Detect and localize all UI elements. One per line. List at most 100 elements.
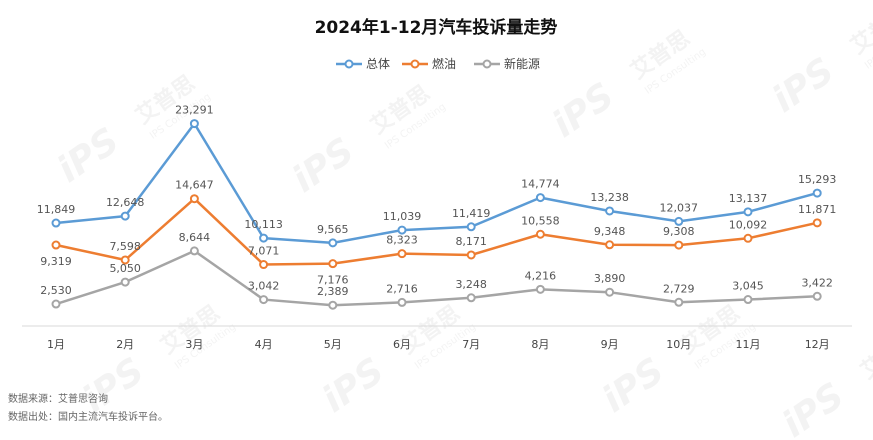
data-point[interactable] xyxy=(812,291,822,301)
watermark-logo: iPS xyxy=(765,50,841,121)
data-point[interactable] xyxy=(259,233,269,243)
data-label: 11,039 xyxy=(383,210,422,223)
data-label: 3,042 xyxy=(248,280,280,293)
data-label: 15,293 xyxy=(798,173,837,186)
data-point[interactable] xyxy=(466,222,476,232)
data-label: 10,113 xyxy=(244,218,283,231)
data-point[interactable] xyxy=(466,250,476,260)
data-point[interactable] xyxy=(466,293,476,303)
x-tick-label: 1月 xyxy=(47,338,65,351)
watermark-brand: 艾普思 xyxy=(846,0,873,59)
data-point[interactable] xyxy=(605,240,615,250)
data-point[interactable] xyxy=(328,259,338,269)
data-point[interactable] xyxy=(328,300,338,310)
data-point[interactable] xyxy=(397,297,407,307)
data-point[interactable] xyxy=(674,240,684,250)
data-point[interactable] xyxy=(328,238,338,248)
data-label: 3,248 xyxy=(455,278,487,291)
x-tick-label: 10月 xyxy=(666,338,691,351)
data-point[interactable] xyxy=(605,206,615,216)
x-tick-label: 4月 xyxy=(255,338,273,351)
series-line xyxy=(55,249,818,307)
series-2 xyxy=(51,194,822,270)
data-label: 2,729 xyxy=(663,282,695,295)
data-label: 10,558 xyxy=(521,214,560,227)
data-point[interactable] xyxy=(259,295,269,305)
x-tick-label: 2月 xyxy=(116,338,134,351)
legend-item[interactable]: 新能源 xyxy=(474,56,540,71)
data-label: 14,774 xyxy=(521,178,560,191)
data-point[interactable] xyxy=(743,295,753,305)
data-point[interactable] xyxy=(397,225,407,235)
data-point[interactable] xyxy=(674,297,684,307)
data-point[interactable] xyxy=(51,218,61,228)
watermark-logo: iPS xyxy=(595,350,671,421)
watermark-logo: iPS xyxy=(545,75,621,146)
x-tick-label: 3月 xyxy=(185,338,203,351)
series-line xyxy=(55,122,818,245)
data-point[interactable] xyxy=(812,218,822,228)
data-label: 7,071 xyxy=(248,245,280,258)
data-point[interactable] xyxy=(120,277,130,287)
data-label: 10,092 xyxy=(729,218,768,231)
legend-item[interactable]: 燃油 xyxy=(402,56,456,71)
series-3 xyxy=(51,246,822,310)
data-point[interactable] xyxy=(743,207,753,217)
legend-marker xyxy=(482,59,492,69)
data-label: 7,176 xyxy=(317,274,349,287)
data-label: 2,716 xyxy=(386,282,418,295)
data-label: 11,419 xyxy=(452,207,491,220)
data-label: 9,565 xyxy=(317,223,349,236)
data-label: 12,648 xyxy=(106,196,145,209)
x-tick-label: 6月 xyxy=(393,338,411,351)
data-label: 3,422 xyxy=(801,276,833,289)
legend-label: 燃油 xyxy=(432,56,456,71)
data-point[interactable] xyxy=(51,240,61,250)
x-tick-label: 5月 xyxy=(324,338,342,351)
data-point[interactable] xyxy=(605,287,615,297)
data-label: 5,050 xyxy=(109,262,141,275)
data-point[interactable] xyxy=(535,193,545,203)
data-point[interactable] xyxy=(743,233,753,243)
data-label: 23,291 xyxy=(175,104,214,117)
data-label: 2,389 xyxy=(317,285,349,298)
legend-label: 总体 xyxy=(366,57,390,71)
data-label: 2,530 xyxy=(40,284,72,297)
legend: 总体 燃油 新能源 xyxy=(336,56,540,71)
data-point[interactable] xyxy=(397,249,407,259)
watermark-logo: iPS xyxy=(775,375,851,440)
data-point[interactable] xyxy=(120,211,130,221)
watermark-logo: iPS xyxy=(315,350,391,421)
data-labels: 11,849 12,648 23,291 10,113 9,565 11,039 11,41… xyxy=(37,104,837,299)
data-label: 12,037 xyxy=(660,201,699,214)
data-point[interactable] xyxy=(189,119,199,129)
watermark-logo: iPS xyxy=(50,120,126,191)
data-point[interactable] xyxy=(189,246,199,256)
series-line xyxy=(55,197,818,266)
chart-title: 2024年1-12月汽车投诉量走势 xyxy=(315,17,558,38)
data-point[interactable] xyxy=(189,194,199,204)
data-label: 11,849 xyxy=(37,203,76,216)
series-1 xyxy=(51,119,822,248)
data-point[interactable] xyxy=(120,255,130,265)
data-point[interactable] xyxy=(812,188,822,198)
data-label: 8,171 xyxy=(455,235,487,248)
data-point[interactable] xyxy=(259,260,269,270)
x-tick-label: 9月 xyxy=(601,338,619,351)
data-point[interactable] xyxy=(535,229,545,239)
data-point[interactable] xyxy=(535,284,545,294)
data-label: 8,644 xyxy=(179,231,211,244)
watermark-logo: iPS xyxy=(285,130,361,201)
data-label: 4,216 xyxy=(525,269,557,282)
data-point[interactable] xyxy=(51,299,61,309)
data-label: 3,045 xyxy=(732,280,764,293)
data-label: 13,238 xyxy=(590,191,629,204)
legend-item[interactable]: 总体 xyxy=(336,57,390,71)
data-point[interactable] xyxy=(674,216,684,226)
data-label: 11,871 xyxy=(798,203,837,216)
